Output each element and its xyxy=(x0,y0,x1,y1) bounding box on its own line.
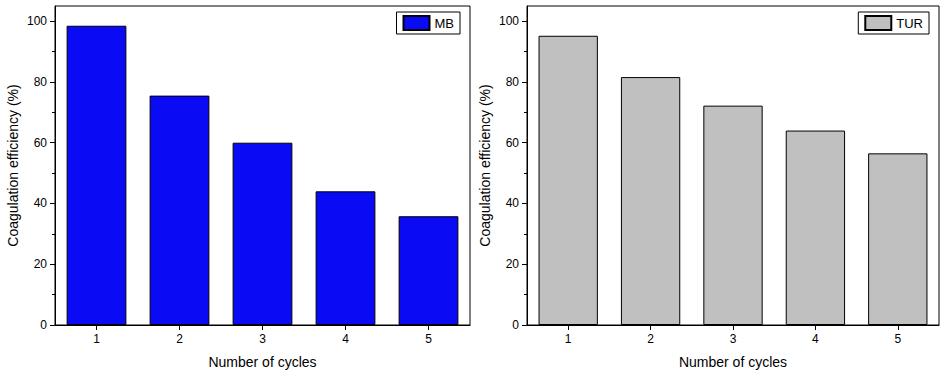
svg-text:1: 1 xyxy=(565,332,572,346)
svg-text:100: 100 xyxy=(27,14,47,28)
svg-text:5: 5 xyxy=(894,332,901,346)
svg-text:60: 60 xyxy=(34,136,48,150)
svg-text:2: 2 xyxy=(647,332,654,346)
svg-text:Coagulation efficiency (%): Coagulation efficiency (%) xyxy=(5,84,21,246)
svg-text:MB: MB xyxy=(435,16,455,31)
svg-text:0: 0 xyxy=(512,318,519,332)
svg-text:40: 40 xyxy=(506,196,520,210)
svg-text:80: 80 xyxy=(506,75,520,89)
svg-text:40: 40 xyxy=(34,196,48,210)
svg-text:3: 3 xyxy=(259,332,266,346)
svg-text:TUR: TUR xyxy=(896,16,923,31)
svg-text:2: 2 xyxy=(176,332,183,346)
svg-text:100: 100 xyxy=(499,14,519,28)
svg-text:Number of cycles: Number of cycles xyxy=(679,354,787,370)
svg-text:Number of cycles: Number of cycles xyxy=(208,354,316,370)
svg-text:3: 3 xyxy=(730,332,737,346)
svg-text:0: 0 xyxy=(40,318,47,332)
svg-text:80: 80 xyxy=(34,75,48,89)
svg-text:20: 20 xyxy=(506,257,520,271)
svg-text:Coagulation efficiency (%): Coagulation efficiency (%) xyxy=(477,84,493,246)
svg-text:60: 60 xyxy=(506,136,520,150)
svg-text:1: 1 xyxy=(93,332,100,346)
svg-text:5: 5 xyxy=(425,332,432,346)
svg-text:20: 20 xyxy=(34,257,48,271)
svg-text:4: 4 xyxy=(342,332,349,346)
svg-text:4: 4 xyxy=(812,332,819,346)
